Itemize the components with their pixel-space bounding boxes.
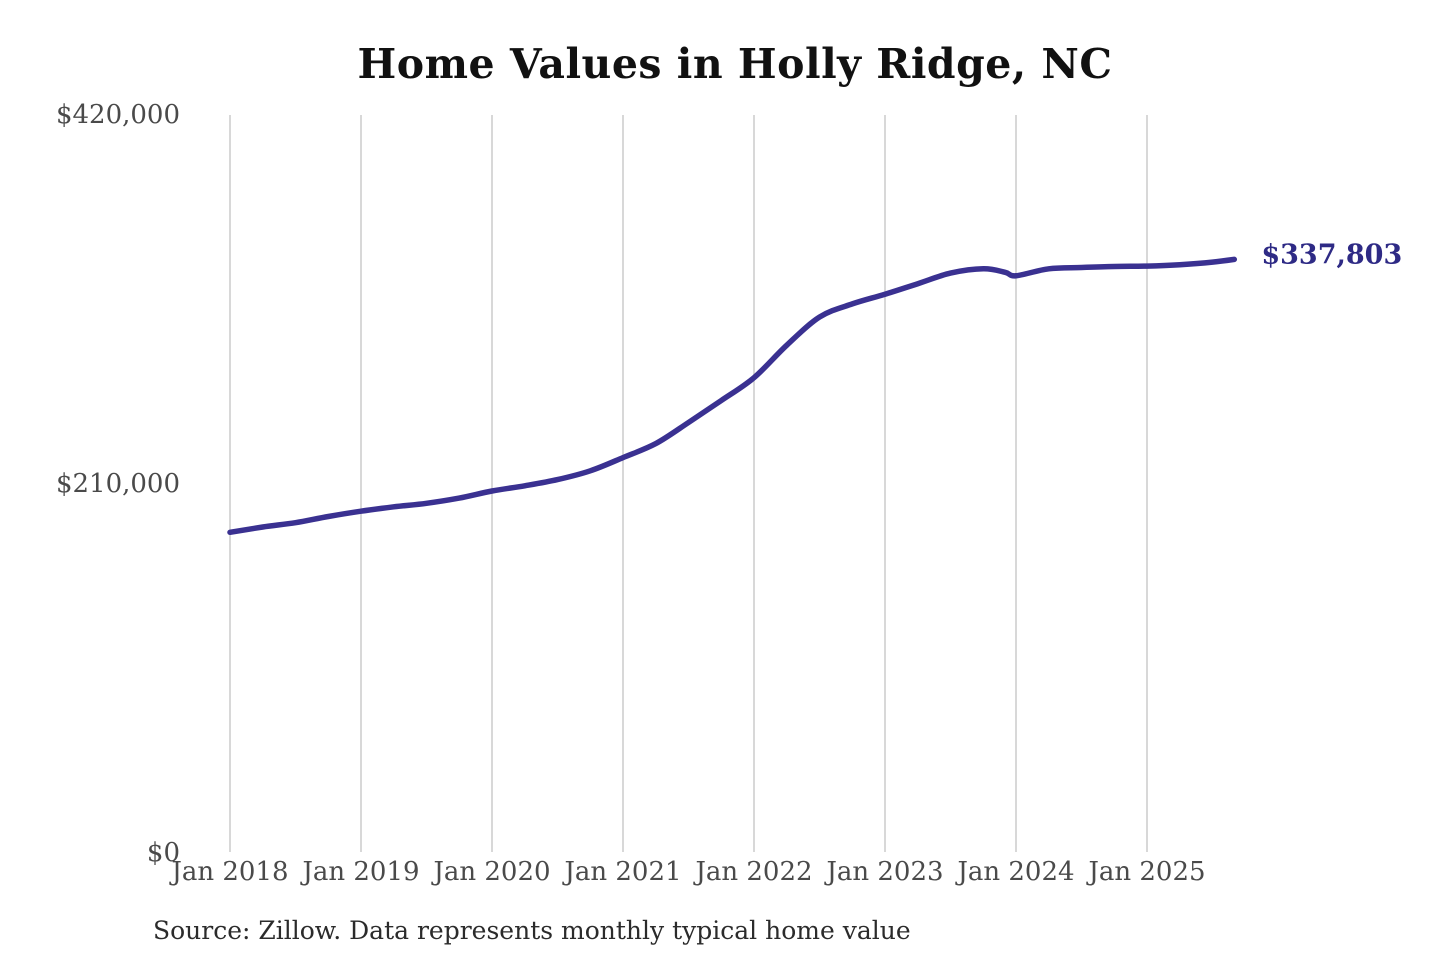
x-tick-label: Jan 2025 <box>1085 857 1205 887</box>
home-value-line <box>227 256 1238 536</box>
source-note: Source: Zillow. Data represents monthly … <box>153 916 911 945</box>
end-value-label: $337,803 <box>1261 239 1402 270</box>
x-tick-label: Jan 2021 <box>561 857 681 887</box>
x-tick-label: Jan 2018 <box>168 857 288 887</box>
y-tick-label: $0 <box>147 838 180 868</box>
x-tick-label: Jan 2020 <box>430 857 550 887</box>
chart-title: Home Values in Holly Ridge, NC <box>357 40 1113 88</box>
y-tick-label: $420,000 <box>56 100 180 130</box>
x-tick-label: Jan 2024 <box>954 857 1074 887</box>
x-tick-label: Jan 2023 <box>823 857 943 887</box>
x-tick-label: Jan 2019 <box>299 857 419 887</box>
y-tick-label: $210,000 <box>56 469 180 499</box>
x-tick-label: Jan 2022 <box>692 857 812 887</box>
